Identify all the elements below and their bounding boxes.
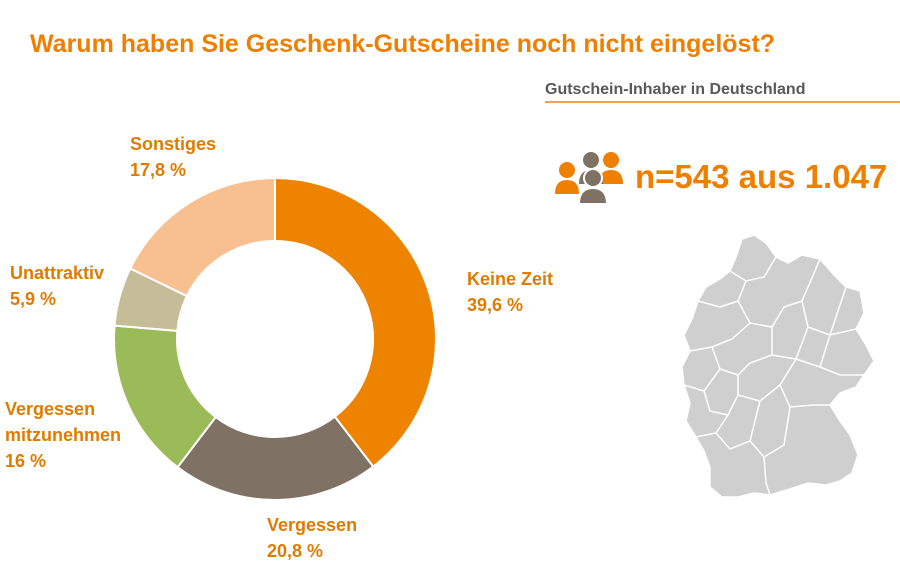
donut-slice-keine-zeit: [274, 176, 437, 468]
slice-label-keine-zeit-value: 39,6 %: [467, 295, 524, 315]
slice-label-sonstiges-value: 17,8 %: [130, 160, 187, 180]
slice-label-unattraktiv-name: Unattraktiv: [10, 263, 105, 283]
slice-label-keine-zeit: Keine Zeit 39,6 %: [467, 266, 553, 318]
slice-label-vergessen-name: Vergessen: [267, 515, 358, 535]
slice-label-vergessen-value: 20,8 %: [267, 541, 324, 561]
slice-label-vergessen: Vergessen 20,8 %: [267, 512, 357, 564]
slice-label-sonstiges: Sonstiges 17,8 %: [130, 131, 216, 183]
people-group-icon: [555, 152, 623, 205]
slice-label-sonstiges-name: Sonstiges: [130, 134, 217, 154]
germany-map-icon: [681, 235, 875, 498]
donut-slice-sonstiges: [128, 176, 276, 298]
sample-subheading: Gutschein-Inhaber in Deutschland: [545, 81, 900, 103]
slice-label-unattraktiv: Unattraktiv 5,9 %: [10, 260, 104, 312]
slice-label-mitzunehmen-value: 16 %: [5, 451, 47, 471]
slice-label-mitzunehmen: Vergessen mitzunehmen 16 %: [5, 396, 145, 474]
slice-label-unattraktiv-value: 5,9 %: [10, 289, 57, 309]
sample-size: n=543 aus 1.047: [553, 148, 887, 206]
slice-label-keine-zeit-name: Keine Zeit: [467, 269, 554, 289]
chart-title: Warum haben Sie Geschenk-Gutscheine noch…: [30, 30, 776, 58]
sample-size-text: n=543 aus 1.047: [635, 158, 888, 195]
slice-label-mitzunehmen-name: Vergessen mitzunehmen: [5, 399, 122, 445]
